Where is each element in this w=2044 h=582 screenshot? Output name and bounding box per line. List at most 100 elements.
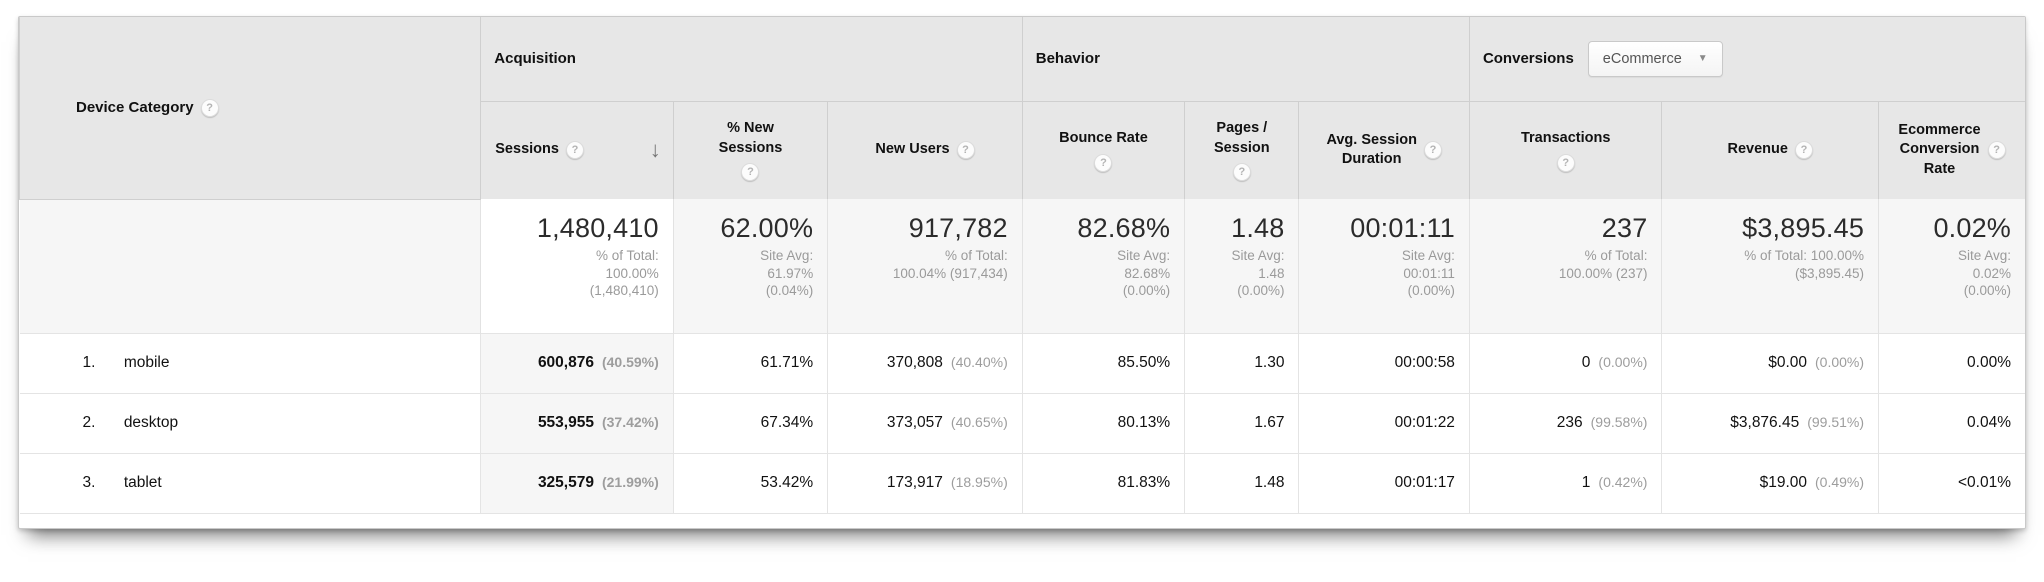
column-label: Pages / Session	[1214, 120, 1270, 156]
value-percent: (40.59%)	[601, 354, 659, 370]
row-label-cell: 2. desktop	[19, 392, 481, 453]
metric-header-row: Sessions ? ↓ % New Sessions ? New Users …	[20, 101, 2025, 199]
cell-transactions: 0 (0.00%)	[1468, 332, 1662, 393]
chevron-down-icon: ▼	[1697, 53, 1708, 65]
value-percent: (37.42%)	[601, 414, 659, 430]
totals-conversion-rate: 0.02% Site Avg: 0.02% (0.00%)	[1878, 199, 2025, 333]
totals-row: 1,480,410 % of Total: 100.00% (1,480,410…	[19, 199, 2025, 333]
help-icon[interactable]: ?	[956, 141, 975, 160]
help-icon[interactable]: ?	[1423, 141, 1442, 160]
cell-bounce-rate: 85.50%	[1021, 332, 1185, 393]
column-header-new-users[interactable]: New Users ?	[827, 101, 1023, 199]
column-label: % New Sessions	[718, 120, 783, 156]
sort-descending-icon[interactable]: ↓	[649, 137, 661, 163]
column-label: Revenue	[1727, 141, 1788, 158]
group-header-acquisition: Acquisition	[480, 17, 1023, 102]
totals-device-cell	[19, 199, 481, 333]
totals-subtext: % of Total: 100.00% (1,480,410)	[589, 248, 659, 299]
cell-conversion-rate: 0.04%	[1878, 392, 2025, 453]
row-index: 3.	[82, 474, 96, 491]
cell-transactions: 236 (99.58%)	[1468, 392, 1662, 453]
group-header-row: Device Category ? Acquisition Behavior C…	[19, 17, 2025, 200]
cell-bounce-rate: 80.13%	[1021, 392, 1185, 453]
totals-value: 0.02%	[1933, 213, 2011, 243]
column-label: Sessions	[495, 141, 559, 158]
totals-subtext: Site Avg: 61.97% (0.04%)	[760, 248, 814, 299]
value-percent: (0.42%)	[1598, 474, 1648, 490]
value: $3,876.45	[1730, 414, 1800, 431]
value: 600,876	[537, 354, 594, 371]
value: 1	[1581, 474, 1591, 491]
totals-value: 62.00%	[720, 213, 814, 243]
column-header-revenue[interactable]: Revenue ?	[1661, 101, 1879, 199]
totals-subtext: % of Total: 100.00% (237)	[1558, 248, 1648, 281]
device-label: mobile	[123, 354, 170, 371]
cell-sessions: 553,955 (37.42%)	[480, 392, 674, 453]
value: 553,955	[537, 414, 594, 431]
help-icon[interactable]: ?	[565, 141, 584, 160]
column-header-bounce-rate[interactable]: Bounce Rate ?	[1021, 101, 1185, 199]
value: $19.00	[1759, 474, 1808, 491]
ecommerce-goal-dropdown[interactable]: eCommerce ▼	[1587, 40, 1723, 77]
totals-value: 917,782	[908, 213, 1008, 243]
column-label: Transactions	[1520, 129, 1611, 146]
device-label: desktop	[123, 414, 179, 431]
totals-bounce-rate: 82.68% Site Avg: 82.68% (0.00%)	[1021, 199, 1185, 333]
cell-conversion-rate: 0.00%	[1878, 332, 2025, 393]
value: 173,917	[886, 474, 943, 491]
column-header-device-category[interactable]: Device Category ?	[19, 17, 482, 200]
column-header-pages-session[interactable]: Pages / Session ?	[1184, 101, 1299, 199]
table-row-tablet[interactable]: 3. tablet 325,579 (21.99%) 53.42% 173,91…	[19, 452, 2025, 513]
totals-value: 1.48	[1231, 213, 1285, 243]
cell-new-sessions: 67.34%	[672, 392, 828, 453]
value: $0.00	[1768, 354, 1808, 371]
column-header-transactions[interactable]: Transactions ?	[1468, 101, 1662, 199]
value: 236	[1556, 414, 1583, 431]
device-label: tablet	[123, 474, 162, 491]
help-icon[interactable]: ?	[1232, 163, 1251, 182]
column-header-new-sessions[interactable]: % New Sessions ?	[672, 101, 828, 199]
value-percent: (0.00%)	[1815, 354, 1865, 370]
table-row-mobile[interactable]: 1. mobile 600,876 (40.59%) 61.71% 370,80…	[19, 332, 2025, 393]
column-label: Avg. Session Duration	[1326, 131, 1417, 168]
column-header-avg-session-duration[interactable]: Avg. Session Duration ?	[1298, 101, 1470, 199]
help-icon[interactable]: ?	[1794, 141, 1813, 160]
cell-conversion-rate: <0.01%	[1878, 452, 2025, 513]
table-bottom-spacer	[19, 512, 2025, 528]
cell-pages-session: 1.30	[1184, 332, 1299, 393]
cell-new-sessions: 53.42%	[672, 452, 828, 513]
cell-revenue: $19.00 (0.49%)	[1661, 452, 1879, 513]
cell-new-sessions: 61.71%	[672, 332, 828, 393]
value-percent: (21.99%)	[601, 474, 659, 490]
cell-transactions: 1 (0.42%)	[1468, 452, 1662, 513]
row-label-cell: 3. tablet	[19, 452, 481, 513]
totals-transactions: 237 % of Total: 100.00% (237)	[1468, 199, 1662, 333]
value-percent: (0.49%)	[1815, 474, 1865, 490]
help-icon[interactable]: ?	[1094, 153, 1113, 172]
help-icon[interactable]: ?	[1987, 141, 2006, 160]
totals-pages-session: 1.48 Site Avg: 1.48 (0.00%)	[1184, 199, 1299, 333]
acquisition-label: Acquisition	[494, 50, 576, 68]
cell-revenue: $3,876.45 (99.51%)	[1661, 392, 1879, 453]
value: 325,579	[537, 474, 594, 491]
help-icon[interactable]: ?	[1556, 153, 1575, 172]
value-percent: (18.95%)	[950, 474, 1008, 490]
value-percent: (40.40%)	[950, 354, 1008, 370]
cell-pages-session: 1.67	[1184, 392, 1299, 453]
totals-value: 1,480,410	[536, 213, 659, 243]
help-icon[interactable]: ?	[200, 98, 219, 117]
column-header-ecommerce-conversion-rate[interactable]: Ecommerce Conversion Rate ?	[1878, 101, 2025, 199]
cell-pages-session: 1.48	[1184, 452, 1299, 513]
row-index: 2.	[82, 414, 96, 431]
cell-avg-duration: 00:00:58	[1298, 332, 1470, 393]
totals-subtext: Site Avg: 1.48 (0.00%)	[1231, 248, 1285, 299]
conversions-label: Conversions	[1482, 50, 1574, 68]
help-icon[interactable]: ?	[741, 163, 760, 182]
table-row-desktop[interactable]: 2. desktop 553,955 (37.42%) 67.34% 373,0…	[19, 392, 2025, 453]
column-label: Bounce Rate	[1059, 129, 1148, 146]
totals-avg-duration: 00:01:11 Site Avg: 00:01:11 (0.00%)	[1298, 199, 1470, 333]
column-header-sessions[interactable]: Sessions ? ↓	[480, 101, 674, 199]
totals-subtext: % of Total: 100.04% (917,434)	[892, 248, 1008, 281]
totals-subtext: Site Avg: 0.02% (0.00%)	[1957, 248, 2011, 299]
cell-sessions: 600,876 (40.59%)	[480, 332, 674, 393]
